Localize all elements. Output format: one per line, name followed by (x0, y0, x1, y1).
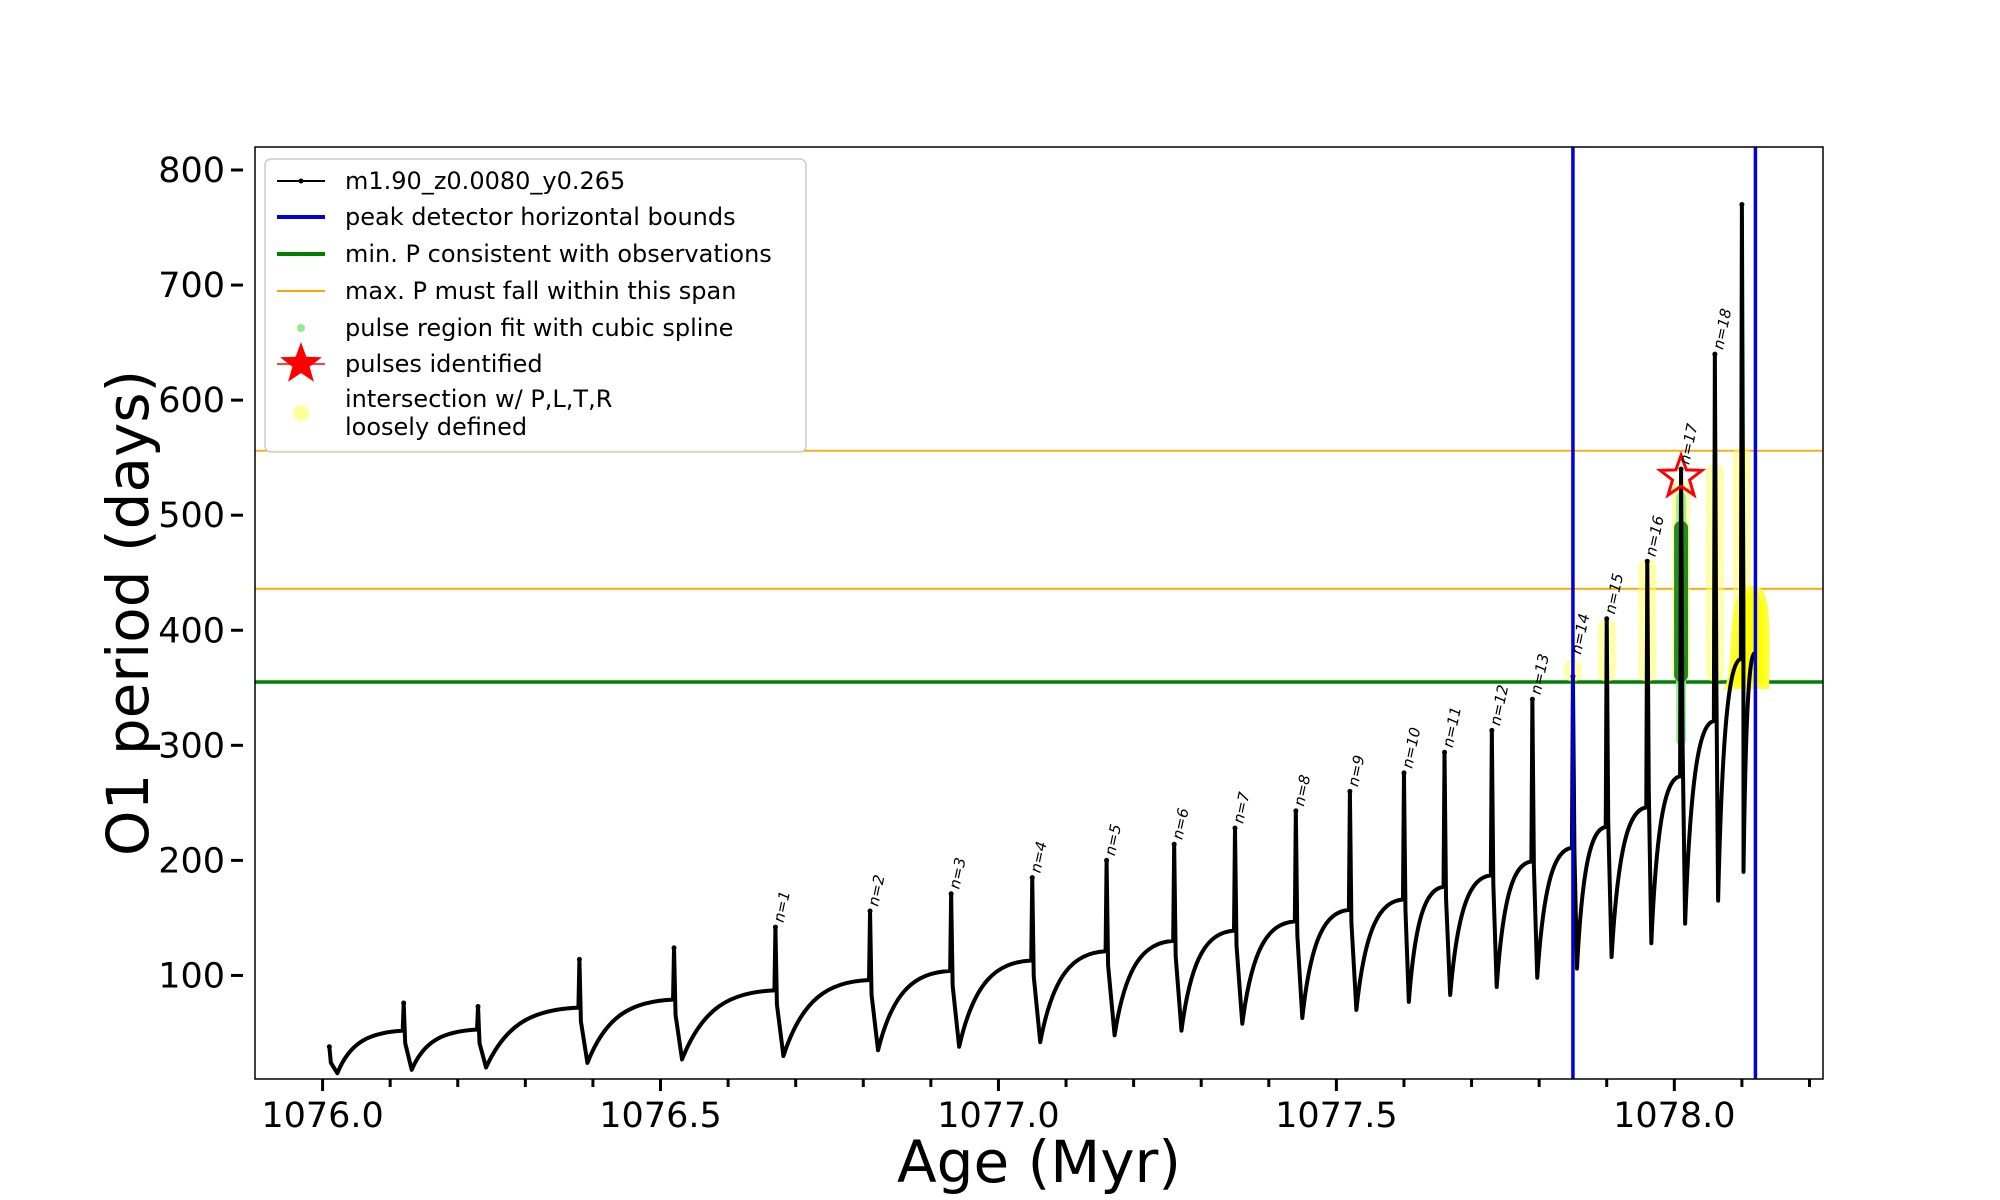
series-point-8 (1029, 875, 1035, 881)
series-point-13 (1347, 788, 1353, 794)
legend-label-1: peak detector horizontal bounds (345, 203, 736, 231)
legend-marker-5 (280, 342, 322, 382)
series-point-2 (475, 1004, 481, 1010)
series-point-22 (1712, 351, 1718, 357)
y-tick-label: 300 (158, 726, 225, 766)
legend-marker-6 (293, 405, 309, 421)
x-axis: 1076.0 1076.5 1077.0 1077.5 1078.0 (261, 1079, 1811, 1136)
pulse-identified-star (1655, 450, 1707, 499)
legend-label-3: max. P must fall within this span (345, 277, 736, 305)
pulse-star (1655, 450, 1707, 499)
x-tick-label: 1076.0 (261, 1096, 383, 1136)
y-tick-label: 200 (158, 841, 225, 881)
series-point-15 (1442, 749, 1448, 755)
series-point-0 (326, 1044, 332, 1050)
x-axis-title: Age (Myr) (897, 1128, 1181, 1196)
y-axis: 100 200 300 400 500 600 700 800 (158, 151, 243, 996)
x-tick-label: 1078.0 (1613, 1096, 1735, 1136)
legend-label-5: pulses identified (345, 350, 543, 378)
series-point-6 (867, 908, 873, 914)
legend-label-2: min. P consistent with observations (345, 240, 772, 268)
series-point-14 (1401, 770, 1407, 776)
x-tick-label: 1077.0 (937, 1096, 1059, 1136)
series-point-9 (1104, 857, 1110, 863)
series-point-16 (1489, 727, 1495, 733)
series-point-12 (1293, 808, 1299, 814)
y-tick-label: 100 (158, 956, 225, 996)
y-axis-title: O1 period (days) (94, 370, 162, 856)
vertical-lines (1571, 147, 1758, 1079)
series-point-19 (1604, 616, 1610, 622)
series-point-10 (1171, 841, 1177, 847)
legend-label-0: m1.90_z0.0080_y0.265 (345, 167, 625, 195)
series-point-4 (671, 945, 677, 951)
series-point-1 (401, 1000, 407, 1006)
legend-label-4: pulse region fit with cubic spline (345, 314, 733, 342)
series-point-17 (1529, 696, 1535, 702)
series-point-7 (948, 891, 954, 897)
x-tick-label: 1077.5 (1275, 1096, 1397, 1136)
series-point-20 (1644, 558, 1650, 564)
series-point-11 (1232, 825, 1238, 831)
legend-marker-4 (297, 324, 305, 332)
legend-label-6: intersection w/ P,L,T,R loosely defined (345, 385, 612, 441)
legend-marker-0-dot (298, 178, 304, 184)
y-tick-label: 600 (158, 381, 225, 421)
y-tick-label: 500 (158, 496, 225, 536)
legend-box (264, 158, 807, 453)
series-point-3 (576, 956, 582, 962)
series-point-5 (772, 924, 778, 930)
series-point-23 (1739, 202, 1745, 208)
y-tick-label: 700 (158, 266, 225, 306)
y-tick-label: 400 (158, 611, 225, 651)
series-path (327, 202, 1756, 1076)
plot-frame (254, 146, 1824, 1080)
x-tick-label: 1076.5 (599, 1096, 721, 1136)
series-line (326, 202, 1756, 1076)
series-point-21 (1678, 466, 1684, 472)
y-tick-label: 800 (158, 151, 225, 191)
